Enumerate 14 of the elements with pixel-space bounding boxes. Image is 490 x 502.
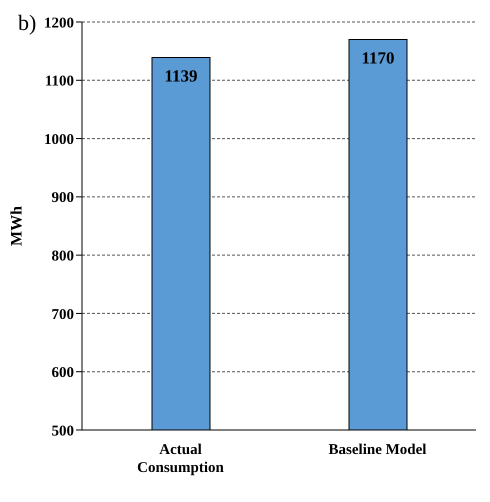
y-tick-label: 1100 xyxy=(44,74,74,90)
data-label: 1170 xyxy=(361,48,395,68)
y-tick-label: 800 xyxy=(52,248,74,264)
x-tick-label: Baseline Model xyxy=(328,442,426,458)
chart-title: b) xyxy=(18,10,36,36)
y-axis-title: MWh xyxy=(8,206,26,246)
y-tick-label: 500 xyxy=(52,423,74,440)
y-tick-label: 700 xyxy=(52,306,74,323)
y-tick-label: 900 xyxy=(52,190,74,206)
data-label: 1139 xyxy=(164,66,198,86)
y-tick-label: 600 xyxy=(52,365,74,382)
y-tick-label: 1200 xyxy=(44,15,74,32)
y-tick-label: 1000 xyxy=(44,132,74,148)
x-tick-label: Actual Consumption xyxy=(137,442,225,476)
